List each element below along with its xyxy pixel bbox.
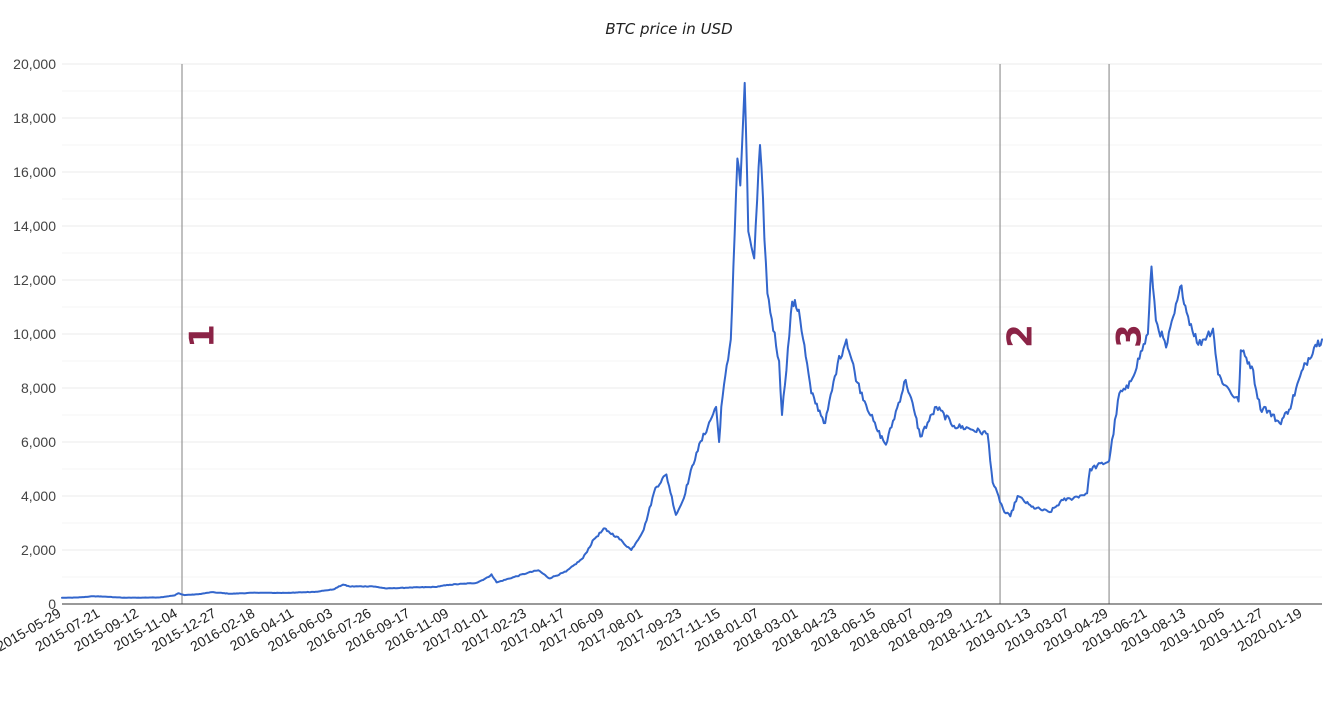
x-axis-ticks: 2015-05-292015-07-212015-09-122015-11-04…	[0, 605, 1305, 655]
y-tick-label: 12,000	[13, 272, 56, 288]
y-tick-label: 14,000	[13, 218, 56, 234]
y-tick-label: 6,000	[21, 434, 56, 450]
series-group	[61, 81, 1323, 599]
y-axis-ticks: 0 2,000 4,000 6,000 8,000 10,000 12,000 14,000 1…	[13, 56, 56, 612]
chart-title: BTC price in USD	[605, 20, 732, 38]
y-tick-label: 2,000	[21, 542, 56, 558]
annotation-label-2: 2	[1001, 324, 1041, 348]
y-tick-label: 16,000	[13, 164, 56, 180]
gridlines	[62, 63, 1322, 578]
annotation-label-1: 1	[183, 324, 223, 348]
y-tick-label: 20,000	[13, 56, 56, 72]
y-tick-label: 10,000	[13, 326, 56, 342]
annotation-markers: 1 2 3	[181, 64, 1150, 604]
y-tick-label: 8,000	[21, 380, 56, 396]
y-tick-label: 0	[48, 596, 56, 612]
y-tick-label: 4,000	[21, 488, 56, 504]
annotation-label-3: 3	[1110, 324, 1150, 348]
series-line-0	[61, 81, 1323, 599]
y-tick-label: 18,000	[13, 110, 56, 126]
